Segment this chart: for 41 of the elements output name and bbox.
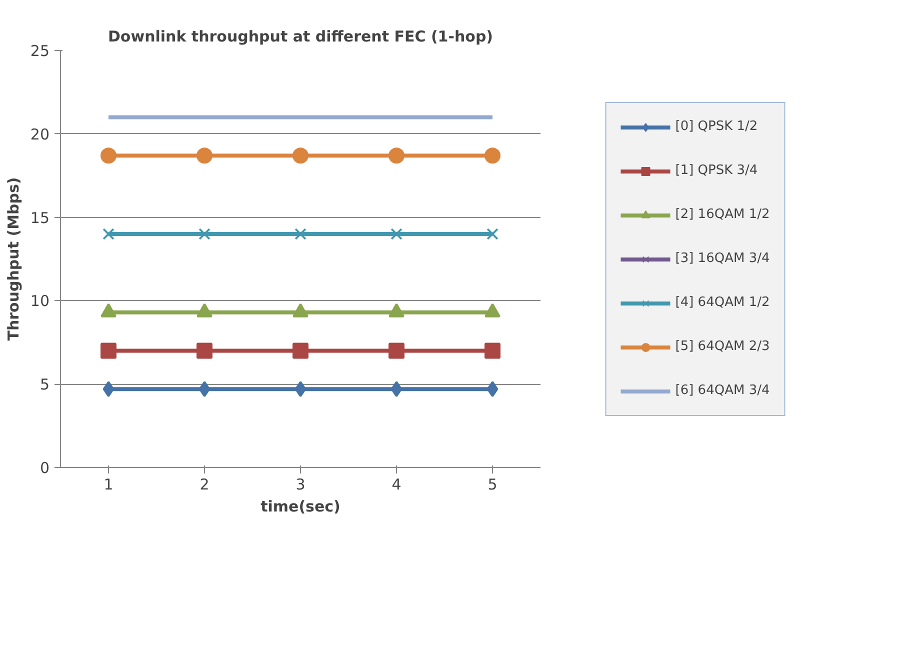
chart-title: Downlink throughput at different FEC (1-hop) <box>108 28 494 46</box>
point <box>196 342 212 359</box>
point <box>292 148 308 164</box>
point <box>196 148 212 164</box>
y-tick-label: 0 <box>40 459 50 477</box>
legend-label: [6] 64QAM 3/4 <box>675 383 770 398</box>
x-tick-label: 2 <box>200 476 210 494</box>
x-tick-label: 5 <box>488 476 498 494</box>
point <box>100 148 116 164</box>
point <box>292 342 308 359</box>
x-axis-title: time(sec) <box>260 498 340 516</box>
y-tick-label: 10 <box>30 292 50 310</box>
x-tick-label: 3 <box>296 476 306 494</box>
y-axis-title: Throughput (Mbps) <box>4 177 22 341</box>
legend-label: [2] 16QAM 1/2 <box>675 207 770 222</box>
legend-label: [0] QPSK 1/2 <box>675 119 758 134</box>
y-tick-label: 15 <box>30 208 50 227</box>
legend-label: [1] QPSK 3/4 <box>675 163 758 178</box>
legend-label: [4] 64QAM 1/2 <box>675 295 770 310</box>
point <box>198 381 210 398</box>
point <box>294 381 306 398</box>
point <box>486 381 498 398</box>
point <box>294 228 306 240</box>
y-tick-label: 25 <box>30 42 50 60</box>
point <box>102 381 114 398</box>
legend-label: [5] 64QAM 2/3 <box>675 339 770 354</box>
point <box>388 342 404 359</box>
point <box>484 342 500 359</box>
x-tick-label: 1 <box>104 476 114 494</box>
y-tick-label: 20 <box>30 125 50 144</box>
point <box>390 381 402 398</box>
point <box>484 148 500 164</box>
point <box>486 228 498 240</box>
y-tick-label: 5 <box>40 376 50 394</box>
point <box>100 342 116 359</box>
x-tick-label: 4 <box>392 476 402 494</box>
point <box>388 148 404 164</box>
legend-label: [3] 16QAM 3/4 <box>675 251 770 266</box>
point <box>390 228 402 240</box>
point <box>198 228 210 240</box>
point <box>102 228 114 240</box>
